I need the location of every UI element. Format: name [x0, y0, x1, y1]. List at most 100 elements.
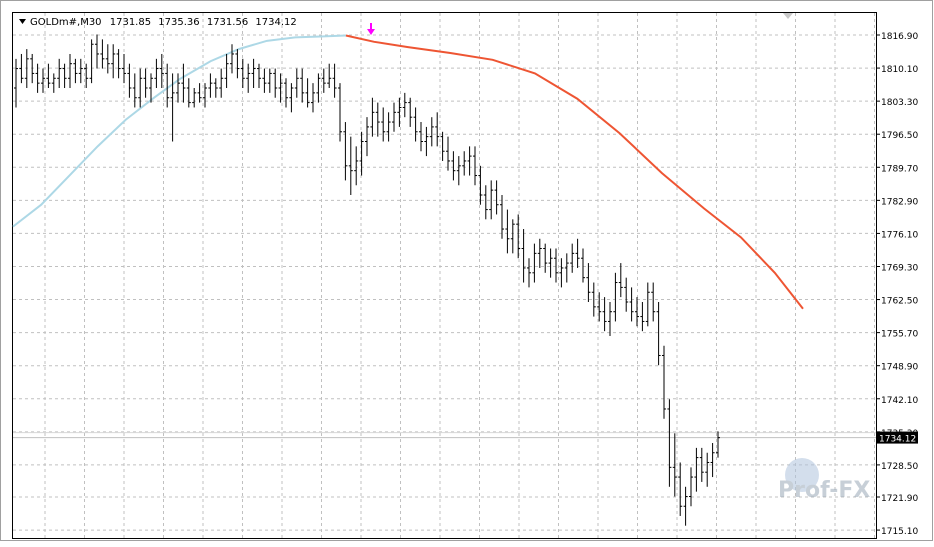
- ohlc-bar: [176, 73, 180, 103]
- ohlc-bar: [30, 53, 35, 84]
- y-tick-label: 1728.50: [881, 462, 918, 472]
- ohlc-bar: [640, 301, 645, 332]
- ohlc-bar: [613, 272, 618, 322]
- ohlc-bar: [489, 180, 494, 220]
- y-tick-label: 1742.10: [881, 396, 918, 406]
- ohlc-bar: [629, 287, 634, 322]
- ohlc-bar: [651, 282, 656, 322]
- ohlc-bar: [197, 83, 202, 103]
- ohlc-bar: [375, 102, 380, 137]
- close-value: 1734.12: [255, 17, 296, 28]
- ohlc-bar: [543, 243, 548, 273]
- ohlc-bar: [311, 83, 315, 113]
- ohlc-bar: [348, 136, 353, 195]
- shift-marker-icon[interactable]: [783, 13, 793, 19]
- watermark: Prof-FX: [778, 458, 870, 503]
- ohlc-bar: [289, 83, 294, 113]
- ohlc-bar: [219, 68, 224, 98]
- ohlc-bar: [683, 486, 688, 526]
- watermark-text: Prof-FX: [778, 478, 870, 503]
- ohlc-bar: [170, 73, 175, 142]
- chevron-down-icon[interactable]: [19, 19, 26, 24]
- ohlc-bar: [662, 345, 666, 419]
- ohlc-bar: [105, 44, 110, 74]
- ohlc-bar: [230, 44, 234, 74]
- ohlc-bar: [278, 73, 283, 103]
- ohlc-bar: [111, 44, 116, 79]
- ohlc-bar: [208, 73, 213, 98]
- ohlc-bar: [41, 68, 45, 93]
- ohlc-bar: [408, 97, 413, 127]
- ohlc-bar: [559, 258, 564, 288]
- y-tick-label: 1816.90: [881, 32, 918, 42]
- ohlc-bar: [138, 68, 143, 108]
- ohlc-bar: [456, 156, 461, 186]
- open-value: 1731.85: [110, 17, 151, 28]
- ohlc-bar: [224, 53, 229, 89]
- ohlc-bar: [343, 122, 348, 181]
- ohlc-bar: [381, 107, 386, 142]
- y-tick-label: 1796.50: [881, 131, 918, 141]
- ohlc-bar: [678, 462, 683, 516]
- ohlc-bar: [581, 248, 585, 283]
- ohlc-bar: [591, 282, 596, 317]
- ohlc-bar: [462, 151, 467, 176]
- ohlc-bar: [516, 214, 521, 259]
- ohlc-bar: [235, 49, 240, 79]
- ohlc-bar: [14, 58, 18, 108]
- y-tick-label: 1715.10: [881, 527, 918, 537]
- low-value: 1731.56: [207, 17, 248, 28]
- ohlc-bar: [618, 263, 623, 298]
- ohlc-bar: [365, 117, 369, 157]
- y-tick-label: 1789.70: [881, 164, 918, 174]
- ohlc-bar: [435, 112, 440, 147]
- ohlc-bar: [19, 53, 24, 84]
- ohlc-bar: [262, 68, 267, 93]
- ohlc-bar: [95, 34, 99, 69]
- y-tick-label: 1721.90: [881, 494, 918, 504]
- ohlc-bar: [122, 53, 126, 84]
- ohlc-bar: [586, 263, 591, 302]
- ohlc-bar: [597, 292, 602, 322]
- ohlc-bar: [478, 165, 483, 205]
- ohlc-bar: [181, 63, 186, 103]
- ohlc-bar: [100, 39, 105, 69]
- ohlc-bar: [705, 452, 710, 487]
- ohlc-bar: [386, 112, 391, 142]
- ohlc-bar: [78, 58, 83, 84]
- chart-header: GOLDm#,M30 1731.85 1735.36 1731.56 1734.…: [19, 17, 297, 28]
- watermark-logo-icon: [785, 458, 819, 492]
- ohlc-bar: [132, 73, 137, 108]
- ohlc-bar: [413, 107, 418, 142]
- ohlc-bar: [694, 447, 699, 492]
- ohlc-bar: [527, 258, 531, 288]
- ohlc-bar: [68, 53, 72, 89]
- y-tick-label: 1782.90: [881, 197, 918, 207]
- ohlc-bar: [165, 63, 170, 108]
- svg-text:GOLDm#,M30 1731.85: GOLDm#,M30 1731.85 1735.36 1731.56 1734.…: [30, 17, 297, 28]
- ohlc-bar: [429, 117, 434, 147]
- ohlc-bar: [273, 68, 278, 98]
- ma-line-after-signal: [345, 34, 804, 310]
- ohlc-bar: [716, 431, 720, 458]
- ohlc-bar: [419, 122, 423, 152]
- ohlc-bar: [624, 277, 629, 312]
- ohlc-bar: [656, 301, 661, 366]
- ohlc-bar: [505, 209, 510, 254]
- ohlc-bar: [608, 301, 612, 337]
- ohlc-bar: [84, 63, 89, 89]
- ohlc-bar: [467, 146, 472, 176]
- ohlc-bar: [186, 78, 191, 108]
- current-price-line: 1734.12: [13, 431, 918, 445]
- ohlc-bar: [246, 63, 251, 93]
- ohlc-bar: [424, 126, 429, 157]
- y-tick-label: 1810.10: [881, 65, 918, 75]
- ohlc-bar: [338, 83, 342, 142]
- ohlc-bar: [359, 131, 364, 176]
- ohlc-bar: [159, 53, 164, 89]
- ohlc-bar: [575, 238, 580, 268]
- plot-area: [12, 12, 877, 539]
- ohlc-bar: [635, 297, 639, 327]
- ohlc-bar: [327, 63, 332, 89]
